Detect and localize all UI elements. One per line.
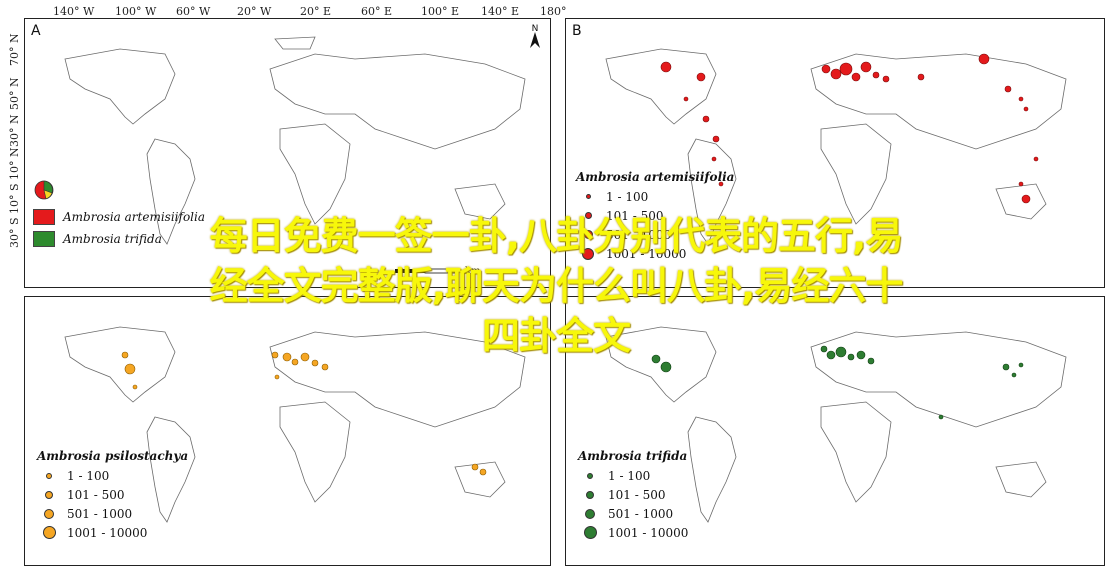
world-map-a (64, 36, 526, 245)
legend-row: 1 - 100 (37, 466, 188, 485)
panel-letter: A (31, 23, 41, 39)
lat-label: 30° N (8, 114, 21, 147)
lon-label: 60° E (361, 5, 393, 18)
legend-label: Ambrosia trifida (63, 232, 162, 246)
legend-swatch (33, 209, 55, 225)
pie-legend-row: Ambrosia trifida (33, 228, 205, 250)
lat-label: 70° N (8, 33, 21, 66)
legend-row: 501 - 1000 (37, 504, 188, 523)
legend-row: 101 - 500 (37, 485, 188, 504)
panel-c: Ambrosia psilostachya 1 - 100 101 - 500 … (24, 296, 551, 566)
lat-label: 10° N (8, 147, 21, 180)
lat-label: 10° S (8, 183, 21, 214)
panel-letter: B (572, 23, 582, 39)
lon-label: 100° E (421, 5, 460, 18)
panel-b: B Ambrosia artemisiifolia 1 - 100 101 - … (565, 18, 1105, 288)
legend-row: 1001 - 10000 (576, 244, 734, 263)
scale-bar (395, 268, 456, 274)
legend-row: 1001 - 10000 (578, 523, 688, 542)
legend-row: 101 - 500 (576, 206, 734, 225)
lat-label: 50° N (8, 77, 21, 110)
legend-swatch (33, 231, 55, 247)
scale-unit: km (465, 266, 481, 277)
panel-a: A N km Ambrosia artemisiifolia (24, 18, 551, 288)
panel-d: Ambrosia trifida 1 - 100 101 - 500 501 -… (565, 296, 1105, 566)
legend-row: 101 - 500 (578, 485, 688, 504)
legend-row: 1001 - 10000 (37, 523, 188, 542)
pie-legend-icon (34, 180, 54, 200)
world-map-d (605, 326, 1067, 523)
lon-label: 100° W (115, 5, 157, 18)
north-arrow-icon: N (525, 22, 545, 50)
world-map-b (605, 48, 1067, 245)
lon-label: 140° W (53, 5, 95, 18)
north-label: N (532, 24, 539, 34)
legend-row: 1 - 100 (576, 187, 734, 206)
world-map-c (64, 326, 526, 523)
lon-label: 20° E (300, 5, 332, 18)
size-legend-d: Ambrosia trifida 1 - 100 101 - 500 501 -… (578, 449, 688, 542)
lon-label: 180° (540, 5, 567, 18)
legend-row: 501 - 1000 (578, 504, 688, 523)
occurrence-points (121, 351, 487, 476)
occurrence-points (660, 53, 1039, 204)
legend-title: Ambrosia psilostachya (37, 449, 189, 463)
pie-legend-row: Ambrosia artemisiifolia (33, 206, 205, 228)
legend-title: Ambrosia trifida (578, 449, 688, 463)
occurrence-points (651, 345, 1024, 420)
legend-title: Ambrosia artemisiifolia (576, 170, 735, 184)
size-legend-b: Ambrosia artemisiifolia 1 - 100 101 - 50… (576, 170, 734, 263)
overlay-line: 四卦全文 (481, 314, 631, 358)
legend-label: Ambrosia artemisiifolia (63, 210, 206, 224)
legend-row: 501 - 1000 (576, 225, 734, 244)
overlay-line: 经全文完整版,聊天为什么叫八卦,易经六十 (209, 264, 904, 308)
size-legend-c: Ambrosia psilostachya 1 - 100 101 - 500 … (37, 449, 188, 542)
lon-label: 60° W (176, 5, 211, 18)
legend-row: 1 - 100 (578, 466, 688, 485)
overlay-line: 每日免费一签一卦,八卦分别代表的五行,易 (209, 214, 904, 258)
pie-legend: Ambrosia artemisiifolia Ambrosia trifida (33, 179, 205, 250)
lon-label: 20° W (237, 5, 272, 18)
lon-label: 140° E (481, 5, 520, 18)
